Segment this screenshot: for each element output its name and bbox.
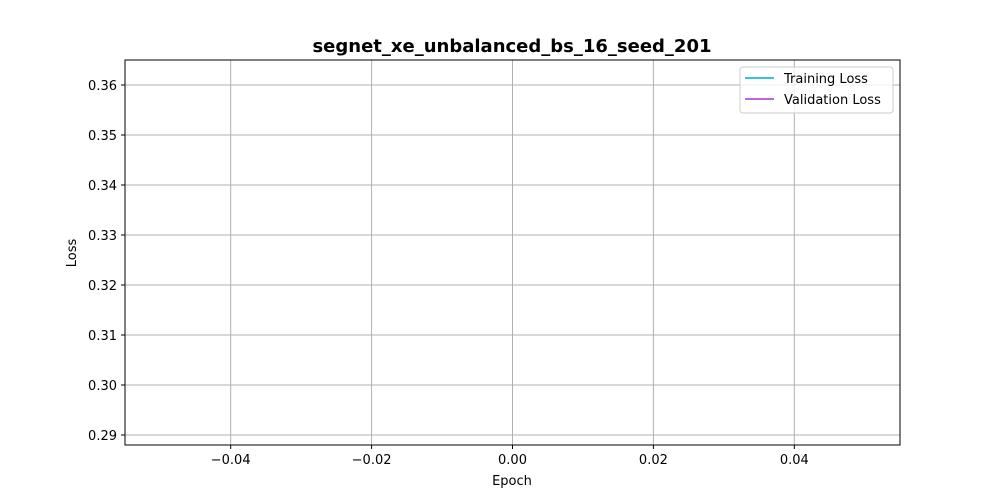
legend: Training Loss Validation Loss [739, 66, 894, 114]
y-tick-label: 0.33 [88, 229, 117, 244]
y-tick-label: 0.34 [88, 179, 117, 194]
y-tick-label: 0.29 [88, 429, 117, 444]
x-tick-label: 0.04 [780, 453, 809, 468]
y-tick-label: 0.35 [88, 129, 117, 144]
y-tick-label: 0.36 [88, 79, 117, 94]
legend-box [739, 66, 894, 114]
y-axis-ticks: 0.29 0.30 0.31 0.32 0.33 0.34 0.35 0.36 [88, 79, 125, 444]
chart-title: segnet_xe_unbalanced_bs_16_seed_201 [312, 36, 711, 57]
x-tick-label: −0.02 [352, 453, 392, 468]
y-tick-label: 0.31 [88, 329, 117, 344]
x-tick-label: 0.02 [639, 453, 668, 468]
x-tick-label: 0.00 [498, 453, 527, 468]
grid-lines [125, 60, 900, 445]
legend-label: Validation Loss [784, 93, 881, 108]
legend-label: Training Loss [783, 72, 868, 87]
x-axis-ticks: −0.04 −0.02 0.00 0.02 0.04 [211, 445, 809, 468]
y-tick-label: 0.32 [88, 279, 117, 294]
y-axis-label: Loss [65, 239, 80, 268]
x-tick-label: −0.04 [211, 453, 251, 468]
y-tick-label: 0.30 [88, 379, 117, 394]
x-axis-label: Epoch [492, 474, 532, 489]
